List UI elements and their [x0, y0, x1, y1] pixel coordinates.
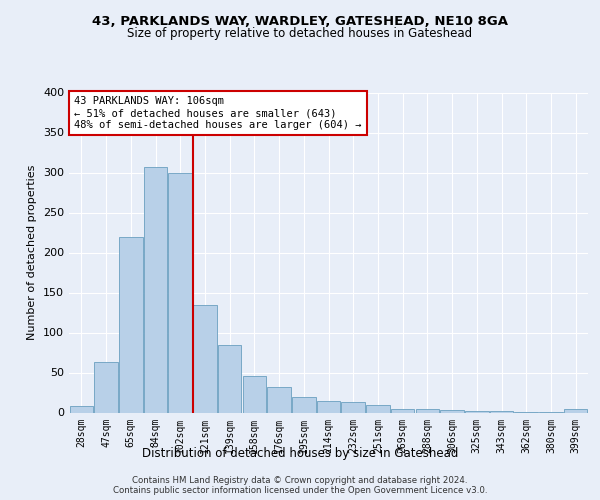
Bar [440, 410, 464, 412]
Bar [193, 304, 217, 412]
Bar [366, 404, 389, 412]
Bar [341, 402, 365, 412]
Bar [416, 408, 439, 412]
Text: Contains public sector information licensed under the Open Government Licence v3: Contains public sector information licen… [113, 486, 487, 495]
Text: 43 PARKLANDS WAY: 106sqm
← 51% of detached houses are smaller (643)
48% of semi-: 43 PARKLANDS WAY: 106sqm ← 51% of detach… [74, 96, 361, 130]
Bar [119, 236, 143, 412]
Bar [292, 396, 316, 412]
Bar [391, 408, 415, 412]
Bar [169, 172, 192, 412]
Bar [218, 344, 241, 412]
Bar [317, 400, 340, 412]
Bar [70, 406, 93, 412]
Text: Size of property relative to detached houses in Gateshead: Size of property relative to detached ho… [127, 28, 473, 40]
Bar [465, 411, 488, 412]
Bar [564, 410, 587, 412]
Bar [242, 376, 266, 412]
Bar [144, 167, 167, 412]
Text: 43, PARKLANDS WAY, WARDLEY, GATESHEAD, NE10 8GA: 43, PARKLANDS WAY, WARDLEY, GATESHEAD, N… [92, 15, 508, 28]
Y-axis label: Number of detached properties: Number of detached properties [28, 165, 37, 340]
Bar [94, 362, 118, 412]
Bar [268, 387, 291, 412]
Text: Contains HM Land Registry data © Crown copyright and database right 2024.: Contains HM Land Registry data © Crown c… [132, 476, 468, 485]
Text: Distribution of detached houses by size in Gateshead: Distribution of detached houses by size … [142, 448, 458, 460]
Bar [490, 411, 513, 412]
